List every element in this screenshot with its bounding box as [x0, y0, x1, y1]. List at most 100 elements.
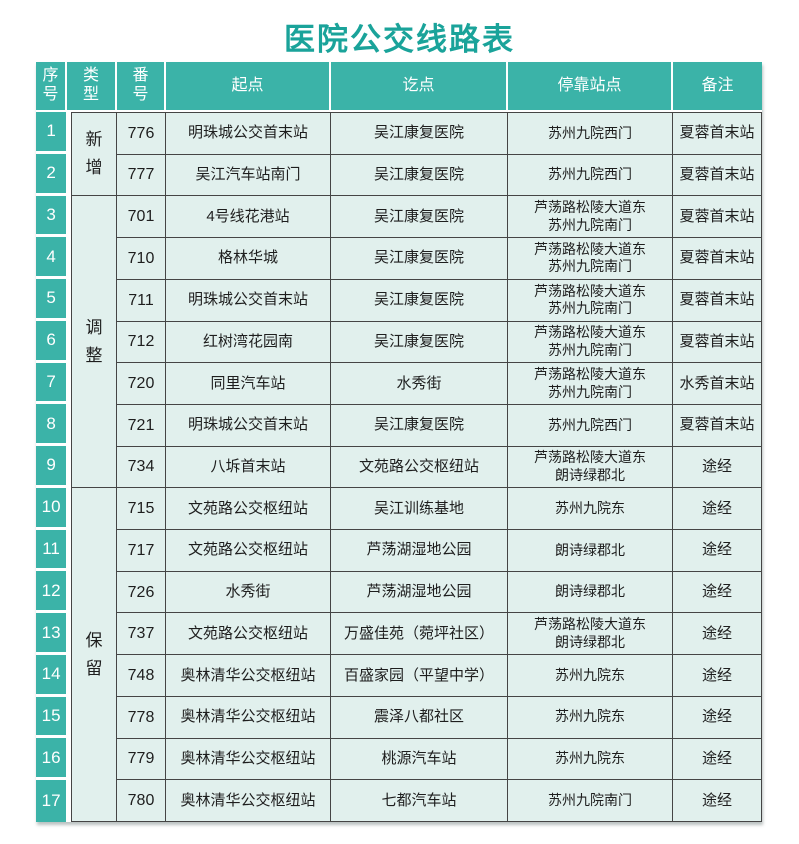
stops-cell: 芦荡路松陵大道东 苏州九院南门: [508, 279, 673, 322]
column-header-stops-label: 停靠站点: [557, 76, 622, 94]
row-number-cell: 3: [36, 195, 67, 238]
start-cell: 明珠城公交首末站: [166, 113, 331, 155]
row-number-cell: 6: [36, 320, 67, 363]
note-cell: 途经: [673, 530, 762, 572]
column-header-start: 起点: [166, 62, 331, 110]
note-cell: 途经: [673, 738, 762, 781]
row-number-cell: 5: [36, 279, 67, 321]
end-cell: 吴江康复医院: [331, 238, 508, 280]
column-header-end-label: 讫点: [402, 76, 435, 94]
stops-cell: 芦荡路松陵大道东 苏州九院南门: [508, 196, 673, 239]
route-cell: 715: [117, 488, 166, 531]
stops-cell: 芦荡路松陵大道东 苏州九院南门: [508, 363, 673, 405]
row-number-cell: 11: [36, 529, 67, 572]
stops-cell: 朗诗绿郡北: [508, 530, 673, 572]
start-cell: 奥林清华公交枢纽站: [166, 780, 331, 822]
seq-column: 1 2 3 4 5 6 7 8 9 10 11 12 13 14 15 16 17: [36, 112, 67, 822]
column-header-route-label: 番号: [132, 67, 149, 103]
column-header-type-label: 类型: [82, 67, 99, 103]
start-cell: 明珠城公交首末站: [166, 279, 331, 322]
stops-cell: 芦荡路松陵大道东 苏州九院南门: [508, 238, 673, 280]
start-cell: 奥林清华公交枢纽站: [166, 696, 331, 739]
note-cell: 夏蓉首末站: [673, 238, 762, 280]
stops-cell: 苏州九院东: [508, 738, 673, 781]
route-cell: 777: [117, 154, 166, 197]
note-cell: 水秀首末站: [673, 363, 762, 405]
start-cell: 格林华城: [166, 238, 331, 280]
end-cell: 吴江康复医院: [331, 113, 508, 155]
column-header-type: 类型: [67, 62, 117, 110]
stops-cell: 朗诗绿郡北: [508, 571, 673, 614]
row-number-cell: 17: [36, 780, 67, 822]
start-cell: 文苑路公交枢纽站: [166, 530, 331, 572]
note-cell: 途经: [673, 446, 762, 489]
route-cell: 776: [117, 113, 166, 155]
note-cell: 夏蓉首末站: [673, 196, 762, 239]
note-cell: 途经: [673, 571, 762, 614]
end-cell: 吴江康复医院: [331, 154, 508, 197]
row-number-cell: 15: [36, 696, 67, 739]
stops-cell: 芦荡路松陵大道东 苏州九院南门: [508, 321, 673, 364]
note-cell: 夏蓉首末站: [673, 279, 762, 322]
end-cell: 吴江康复医院: [331, 279, 508, 322]
route-cell: 748: [117, 655, 166, 697]
route-cell: 712: [117, 321, 166, 364]
route-cell: 726: [117, 571, 166, 614]
end-cell: 万盛佳苑（菀坪社区）: [331, 613, 508, 656]
column-header-route: 番号: [117, 62, 166, 110]
bus-route-table: 序号 类型 番号 起点 讫点 停靠站点 备注 1 2 3 4 5 6 7 8 9 10 11 12 13…: [36, 62, 762, 822]
route-cell: 717: [117, 530, 166, 572]
end-cell: 吴江康复医院: [331, 196, 508, 239]
table-header: 序号 类型 番号 起点 讫点 停靠站点 备注: [36, 62, 762, 110]
type-group-cell: 新 增: [72, 113, 117, 197]
route-cell: 734: [117, 446, 166, 489]
start-cell: 水秀街: [166, 571, 331, 614]
note-cell: 途经: [673, 655, 762, 697]
stops-cell: 芦荡路松陵大道东 朗诗绿郡北: [508, 446, 673, 489]
start-cell: 同里汽车站: [166, 363, 331, 405]
table-body: 1 2 3 4 5 6 7 8 9 10 11 12 13 14 15 16 17 新 增调 整保 留 776 明珠…: [36, 112, 762, 822]
stops-cell: 苏州九院西门: [508, 154, 673, 197]
route-cell: 778: [117, 696, 166, 739]
page-title: 医院公交线路表: [284, 22, 515, 57]
row-number-cell: 2: [36, 153, 67, 196]
end-cell: 文苑路公交枢纽站: [331, 446, 508, 489]
note-cell: 途经: [673, 780, 762, 822]
note-cell: 途经: [673, 696, 762, 739]
column-header-seq: 序号: [36, 62, 67, 110]
type-group-cell: 保 留: [72, 488, 117, 822]
note-cell: 途经: [673, 488, 762, 531]
row-number-cell: 10: [36, 487, 67, 530]
route-cell: 701: [117, 196, 166, 239]
note-cell: 夏蓉首末站: [673, 404, 762, 447]
start-cell: 明珠城公交首末站: [166, 404, 331, 447]
route-cell: 779: [117, 738, 166, 781]
start-cell: 八坼首末站: [166, 446, 331, 489]
start-cell: 吴江汽车站南门: [166, 154, 331, 197]
note-cell: 夏蓉首末站: [673, 321, 762, 364]
start-cell: 奥林清华公交枢纽站: [166, 655, 331, 697]
note-cell: 夏蓉首末站: [673, 113, 762, 155]
row-number-cell: 8: [36, 404, 67, 447]
start-cell: 红树湾花园南: [166, 321, 331, 364]
row-number-cell: 13: [36, 613, 67, 655]
stops-cell: 苏州九院东: [508, 488, 673, 531]
column-header-note-label: 备注: [701, 76, 734, 94]
column-gap: [66, 112, 71, 822]
row-number-cell: 14: [36, 654, 67, 697]
row-number-cell: 16: [36, 738, 67, 781]
route-cell: 720: [117, 363, 166, 405]
type-group-cell: 调 整: [72, 196, 117, 489]
column-header-seq-label: 序号: [42, 67, 59, 103]
end-cell: 吴江康复医院: [331, 321, 508, 364]
route-cell: 710: [117, 238, 166, 280]
row-number-cell: 1: [36, 112, 67, 154]
data-grid: 新 增调 整保 留 776 明珠城公交首末站 吴江康复医院 苏州九院西门 夏蓉首末站 777…: [71, 112, 762, 822]
end-cell: 桃源汽车站: [331, 738, 508, 781]
route-cell: 737: [117, 613, 166, 656]
end-cell: 水秀街: [331, 363, 508, 405]
column-header-stops: 停靠站点: [508, 62, 673, 110]
end-cell: 吴江训练基地: [331, 488, 508, 531]
end-cell: 百盛家园（平望中学）: [331, 655, 508, 697]
row-number-cell: 7: [36, 362, 67, 405]
